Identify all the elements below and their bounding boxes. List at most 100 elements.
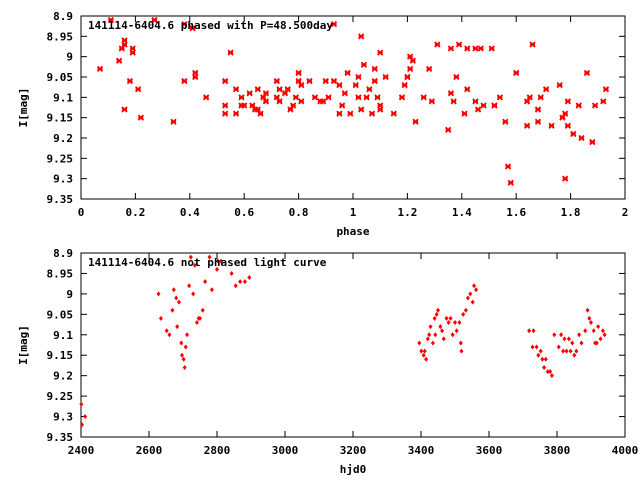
data-point [188, 254, 193, 260]
y-tick-label: 9.2 [53, 132, 73, 145]
x-tick-label: 0.6 [234, 206, 254, 219]
data-point [458, 340, 463, 346]
data-point [200, 307, 205, 313]
data-point [591, 102, 599, 109]
data-point [151, 16, 158, 24]
data-point [440, 328, 445, 334]
data-point [156, 291, 161, 297]
data-point [602, 332, 607, 338]
y-tick-label: 8.95 [47, 267, 74, 280]
data-point [262, 90, 270, 97]
data-point [600, 98, 607, 105]
data-point [542, 86, 550, 93]
data-point [368, 110, 376, 117]
data-point [454, 328, 459, 334]
data-point [79, 401, 84, 407]
x-tick-label: 0.8 [289, 206, 309, 219]
data-point [298, 98, 305, 105]
data-point [360, 61, 368, 68]
data-point [295, 69, 302, 77]
data-point [171, 287, 176, 293]
data-point [545, 369, 550, 375]
data-point [187, 283, 192, 289]
x-tick-label: 1.8 [561, 206, 581, 219]
y-tick-label: 9.1 [53, 91, 73, 104]
data-point [262, 98, 270, 105]
data-point [559, 114, 566, 121]
y-tick-label: 9 [66, 51, 73, 64]
data-point [447, 45, 455, 52]
data-point [577, 332, 582, 338]
data-point [227, 49, 234, 56]
data-point [474, 106, 482, 113]
x-axis-ticks: 2400 2600 2800 3000 3200 3400 3600 3800 4000 [68, 253, 638, 457]
y-axis-ticks: 8.9 8.95 9 9.05 9.1 9.15 9.2 9.25 9.3 9.35 [47, 247, 625, 444]
data-point [446, 320, 451, 326]
data-point [578, 134, 585, 142]
data-point [552, 332, 557, 338]
data-point [453, 73, 460, 81]
y-tick-label: 9.35 [47, 193, 74, 206]
data-point [561, 348, 566, 354]
plot-frame [80, 15, 626, 200]
data-point [488, 45, 495, 52]
data-point [598, 336, 603, 342]
data-point [432, 315, 437, 321]
data-point [428, 324, 433, 330]
data-point [273, 77, 280, 85]
y-tick-label: 8.9 [53, 247, 73, 260]
data-point [536, 352, 541, 358]
data-point [472, 98, 479, 105]
x-tick-label: 2600 [136, 444, 163, 457]
data-point [158, 315, 163, 321]
data-point [232, 110, 240, 117]
data-point [137, 114, 144, 121]
data-point [347, 110, 354, 117]
data-point [371, 77, 378, 85]
data-point [273, 94, 280, 101]
plot-frame [80, 252, 626, 438]
data-point [330, 20, 338, 28]
data-point [572, 352, 577, 358]
data-point [203, 279, 208, 285]
data-point [434, 41, 441, 48]
data-point [121, 37, 128, 44]
y-tick-label: 9.3 [53, 173, 73, 186]
data-point [562, 336, 567, 342]
data-point [574, 348, 579, 354]
y-tick-label: 9.25 [47, 390, 74, 403]
data-point [433, 332, 438, 338]
data-point [583, 69, 591, 77]
data-point [181, 20, 188, 28]
data-point [222, 102, 229, 109]
data-point [80, 422, 85, 428]
y-tick-label: 9.3 [53, 411, 73, 424]
data-point [474, 287, 479, 293]
data-point [126, 77, 134, 85]
data-point [534, 118, 542, 125]
data-point [564, 122, 572, 129]
data-point [241, 102, 248, 109]
data-point [134, 86, 142, 93]
data-point [542, 364, 547, 370]
data-point [491, 102, 498, 109]
data-point [585, 307, 590, 313]
data-point [523, 98, 531, 105]
data-point [564, 98, 572, 105]
data-point [459, 348, 464, 354]
data-point [254, 86, 261, 93]
data-point [589, 320, 593, 326]
data-point [562, 175, 569, 182]
data-point [319, 98, 327, 105]
data-point [175, 324, 180, 330]
data-point [215, 266, 219, 272]
data-point [470, 299, 475, 305]
data-point [107, 16, 115, 24]
data-point [575, 102, 582, 109]
x-tick-label: 1.6 [506, 206, 526, 219]
data-point [232, 86, 240, 93]
data-point [189, 25, 196, 32]
data-point [83, 414, 88, 420]
data-point [115, 57, 123, 64]
data-point [596, 324, 601, 330]
